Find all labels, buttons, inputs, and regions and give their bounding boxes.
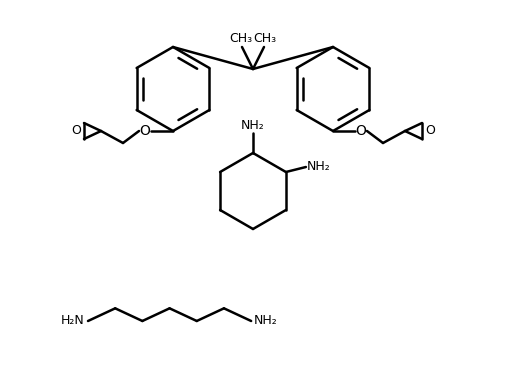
Text: O: O [424, 124, 434, 138]
Text: H₂N: H₂N [61, 314, 85, 327]
Text: NH₂: NH₂ [241, 119, 264, 132]
Text: CH₃: CH₃ [253, 32, 276, 45]
Text: NH₂: NH₂ [254, 314, 277, 327]
Text: CH₃: CH₃ [229, 32, 252, 45]
Text: O: O [355, 124, 366, 138]
Text: NH₂: NH₂ [307, 161, 330, 173]
Text: O: O [139, 124, 150, 138]
Text: O: O [71, 124, 81, 138]
